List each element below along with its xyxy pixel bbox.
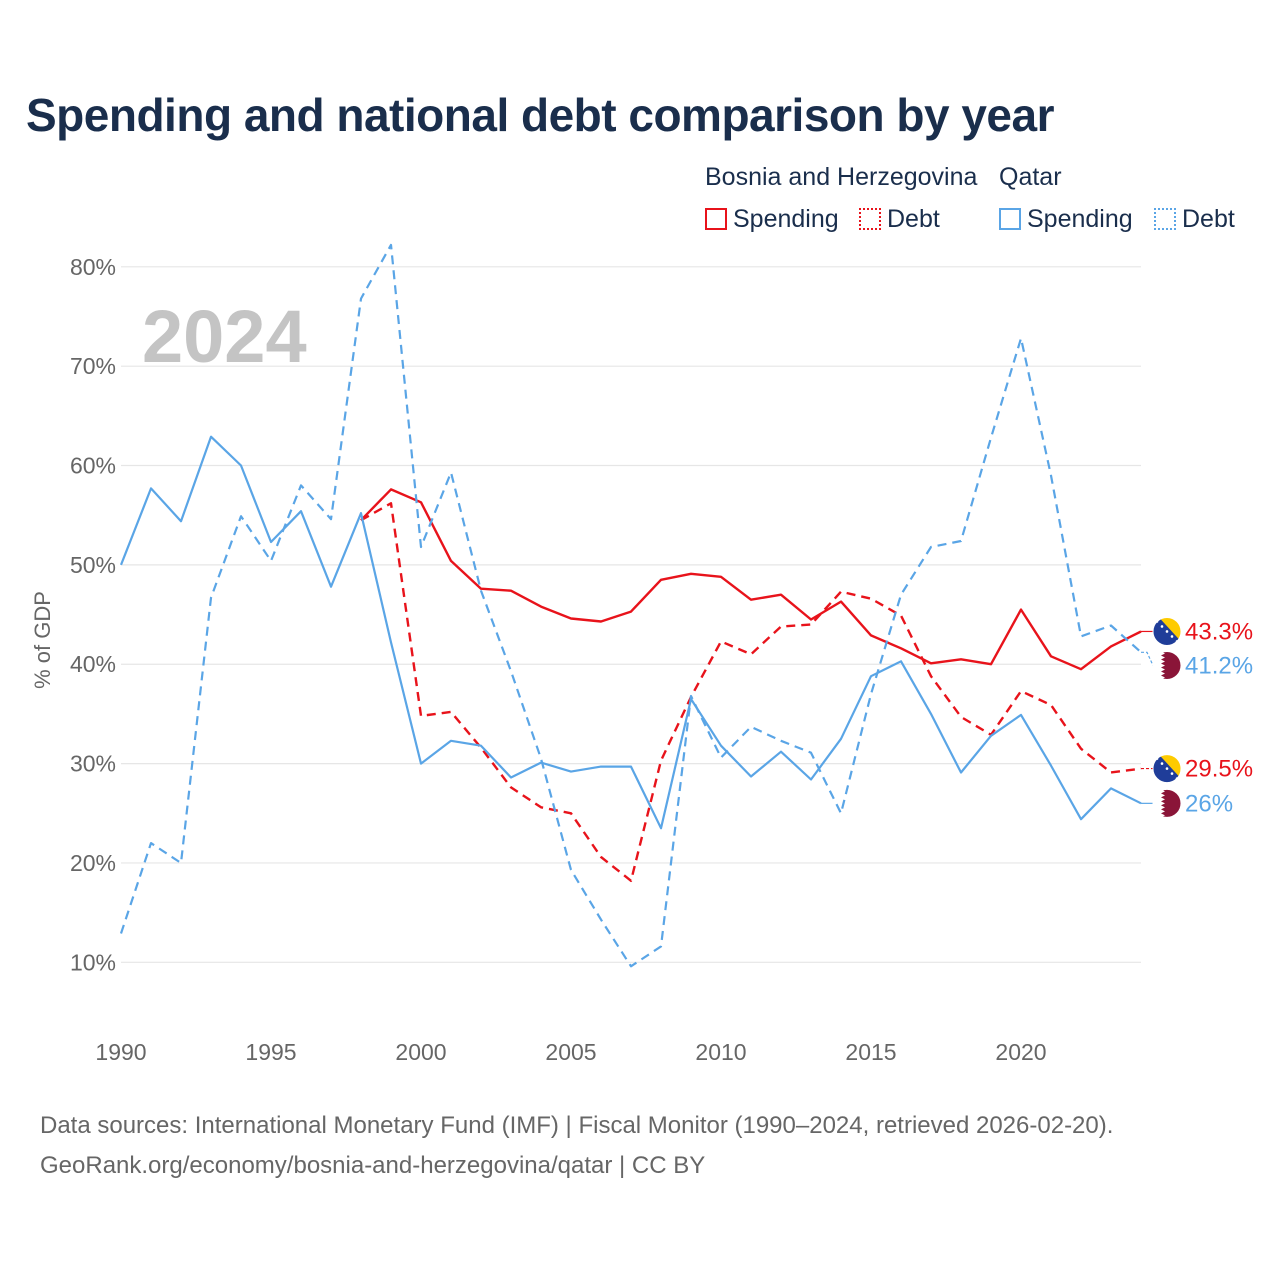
- end-value-label: 43.3%: [1185, 618, 1253, 645]
- qatar-flag-icon: [1153, 789, 1181, 818]
- series-lines: [119, 243, 1142, 968]
- gridlines: [121, 266, 1141, 963]
- x-tick-label: 2015: [845, 1039, 896, 1065]
- legend-swatch-solid: [999, 208, 1021, 230]
- legend-label: Debt: [887, 204, 940, 233]
- source-line-2[interactable]: GeoRank.org/economy/bosnia-and-herzegovi…: [40, 1152, 706, 1179]
- series-bosnia-and-herzegovina-spending[interactable]: [360, 488, 1142, 671]
- legend-label: Spending: [733, 204, 839, 233]
- end-value-label: 26%: [1185, 790, 1233, 817]
- legend-swatch-dotted: [859, 208, 881, 230]
- watermark-year: 2024: [142, 295, 307, 378]
- legend-swatch-solid: [705, 208, 727, 230]
- y-tick-label: 50%: [70, 552, 116, 578]
- legend-title-qatar: Qatar: [999, 163, 1062, 191]
- end-value-label: 29.5%: [1185, 756, 1253, 783]
- y-axis-label: % of GDP: [30, 591, 55, 689]
- legend-title-bosnia: Bosnia and Herzegovina: [705, 163, 978, 191]
- y-tick-label: 60%: [70, 453, 116, 479]
- legend-label: Debt: [1182, 204, 1235, 233]
- legend-item-qatar-spending[interactable]: Spending: [999, 204, 1133, 234]
- bosnia-flag-icon: [1153, 754, 1181, 783]
- qatar-flag-icon: [1153, 651, 1181, 680]
- x-tick-label: 1995: [245, 1039, 296, 1065]
- legend-item-qatar-debt[interactable]: Debt: [1154, 204, 1235, 234]
- legend-item-bosnia-debt[interactable]: Debt: [859, 204, 940, 234]
- x-tick-label: 2020: [995, 1039, 1046, 1065]
- bosnia-flag-icon: [1153, 617, 1181, 646]
- series-qatar-debt[interactable]: [119, 243, 1142, 968]
- chart-title: Spending and national debt comparison by…: [26, 89, 1055, 141]
- y-axis-ticks: 10% 20% 30% 40% 50% 60% 70% 80%: [70, 254, 116, 976]
- legend-item-bosnia-spending[interactable]: Spending: [705, 204, 839, 234]
- end-value-label: 41.2%: [1185, 652, 1253, 679]
- y-tick-label: 40%: [70, 651, 116, 677]
- legend-label: Spending: [1027, 204, 1133, 233]
- y-tick-label: 20%: [70, 850, 116, 876]
- y-tick-label: 80%: [70, 254, 116, 280]
- legend-swatch-dotted: [1154, 208, 1176, 230]
- x-tick-label: 1990: [95, 1039, 146, 1065]
- end-labels: 43.3% 41.2% 29.5% 26%: [1141, 616, 1253, 818]
- source-line-1: Data sources: International Monetary Fun…: [40, 1112, 1114, 1139]
- y-tick-label: 30%: [70, 751, 116, 777]
- x-axis-ticks: 1990 1995 2000 2005 2010 2015 2020: [95, 1039, 1046, 1065]
- x-tick-label: 2010: [695, 1039, 746, 1065]
- series-qatar-spending[interactable]: [119, 435, 1142, 830]
- source-note: Data sources: International Monetary Fun…: [40, 1106, 1113, 1186]
- y-tick-label: 70%: [70, 353, 116, 379]
- flag-ring: [1152, 616, 1182, 646]
- y-tick-label: 10%: [70, 949, 116, 975]
- series-bosnia-and-herzegovina-debt[interactable]: [360, 502, 1142, 882]
- flag-ring: [1152, 788, 1182, 818]
- end-connector: [1141, 651, 1154, 666]
- x-tick-label: 2005: [545, 1039, 596, 1065]
- flag-ring: [1152, 650, 1182, 680]
- x-tick-label: 2000: [395, 1039, 446, 1065]
- flag-ring: [1152, 754, 1182, 784]
